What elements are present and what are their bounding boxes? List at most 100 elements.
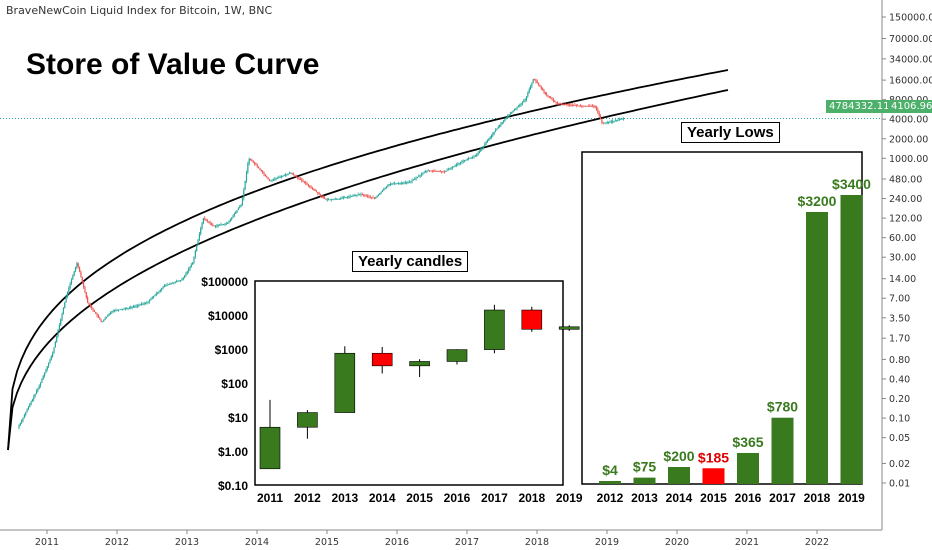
weekly-candle (104, 318, 106, 320)
weekly-candle (414, 178, 416, 180)
weekly-candle (415, 177, 417, 179)
weekly-candle (564, 104, 567, 105)
weekly-candle (260, 169, 262, 172)
yearly-candle-body (259, 426, 281, 470)
weekly-candle (78, 266, 81, 272)
weekly-candle (201, 222, 203, 229)
weekly-candle (95, 311, 97, 314)
weekly-candle (39, 382, 42, 386)
yearly-low-value-label: $780 (767, 399, 798, 415)
weekly-candle (209, 222, 211, 224)
weekly-candle (334, 198, 336, 200)
weekly-candle (100, 319, 102, 322)
weekly-candle (608, 122, 610, 124)
weekly-candle (301, 179, 303, 181)
weekly-candle (248, 158, 250, 164)
weekly-candle (69, 283, 71, 288)
yearly-lows-panel: $4 2012 $75 2013 $200 2014 $185 2015 $365 2016 $78… (581, 151, 871, 505)
y-tick-label: 16000.00 (889, 76, 932, 87)
weekly-candle (591, 106, 594, 107)
weekly-candle (406, 182, 408, 184)
weekly-candle (367, 195, 369, 197)
weekly-candle (332, 199, 334, 200)
weekly-candle (54, 341, 56, 348)
yearly-low-bar (737, 452, 759, 484)
weekly-candle (447, 169, 450, 171)
weekly-candle (26, 409, 28, 413)
weekly-candle (393, 183, 396, 185)
weekly-candle (206, 220, 209, 222)
weekly-candle (509, 113, 511, 115)
weekly-candle (482, 146, 485, 148)
weekly-candle (621, 118, 623, 120)
weekly-candle (272, 179, 275, 181)
weekly-candle (174, 282, 176, 283)
weekly-candle (108, 313, 110, 316)
yearly-low-bar (668, 467, 690, 484)
weekly-candle (113, 310, 116, 312)
weekly-candle (528, 89, 530, 93)
weekly-candle (418, 176, 420, 177)
weekly-candle (252, 161, 254, 163)
weekly-candle (473, 156, 475, 158)
weekly-candle (309, 185, 311, 187)
weekly-candle (46, 366, 48, 370)
weekly-candle (279, 176, 281, 178)
weekly-candle (64, 302, 66, 309)
weekly-candle (463, 160, 466, 162)
weekly-candle (426, 170, 428, 172)
weekly-candle (369, 196, 371, 198)
weekly-candle (539, 85, 541, 87)
weekly-candle (601, 119, 603, 123)
weekly-candle (466, 159, 468, 161)
weekly-candle (87, 297, 89, 303)
weekly-candle (288, 173, 291, 174)
yearly-candle-body (371, 352, 393, 367)
weekly-candle (586, 105, 588, 107)
weekly-candle (412, 179, 415, 181)
weekly-candle (258, 166, 260, 169)
weekly-candle (609, 121, 611, 123)
weekly-candle (455, 164, 458, 166)
lows-x-tick-label: 2017 (769, 491, 796, 505)
weekly-candle (523, 100, 525, 103)
weekly-candle (504, 119, 506, 121)
weekly-candle (364, 195, 366, 196)
weekly-candle (424, 171, 427, 173)
weekly-candle (58, 324, 60, 331)
weekly-candle (337, 198, 339, 200)
weekly-candle (571, 104, 573, 106)
weekly-candle (299, 178, 301, 180)
weekly-candle (119, 309, 121, 311)
weekly-candle (360, 194, 362, 196)
y-tick-label: 480.00 (889, 175, 922, 186)
x-tick-label: 2021 (735, 537, 759, 548)
weekly-candle (597, 109, 599, 113)
weekly-candle (189, 266, 191, 270)
weekly-candle (38, 385, 40, 389)
yearly-low-value-label: $200 (663, 448, 694, 464)
weekly-candle (461, 161, 463, 163)
weekly-candle (134, 306, 136, 308)
weekly-candle (212, 224, 214, 226)
weekly-candle (311, 187, 314, 189)
weekly-candle (575, 105, 577, 107)
weekly-candle (610, 121, 612, 123)
weekly-candle (158, 291, 160, 293)
weekly-candle (554, 100, 556, 102)
weekly-candle (216, 225, 218, 227)
weekly-candle (197, 239, 199, 246)
weekly-candle (451, 167, 454, 168)
weekly-candle (323, 197, 326, 199)
weekly-candle (503, 120, 505, 123)
weekly-candle (227, 223, 229, 225)
weekly-candle (194, 251, 196, 257)
weekly-candle (449, 168, 451, 170)
weekly-candle (253, 162, 256, 164)
weekly-candle (535, 79, 537, 82)
weekly-candle (578, 105, 580, 107)
weekly-candle (153, 296, 155, 298)
weekly-candle (380, 191, 382, 194)
weekly-candle (322, 196, 324, 198)
weekly-candle (357, 194, 359, 196)
